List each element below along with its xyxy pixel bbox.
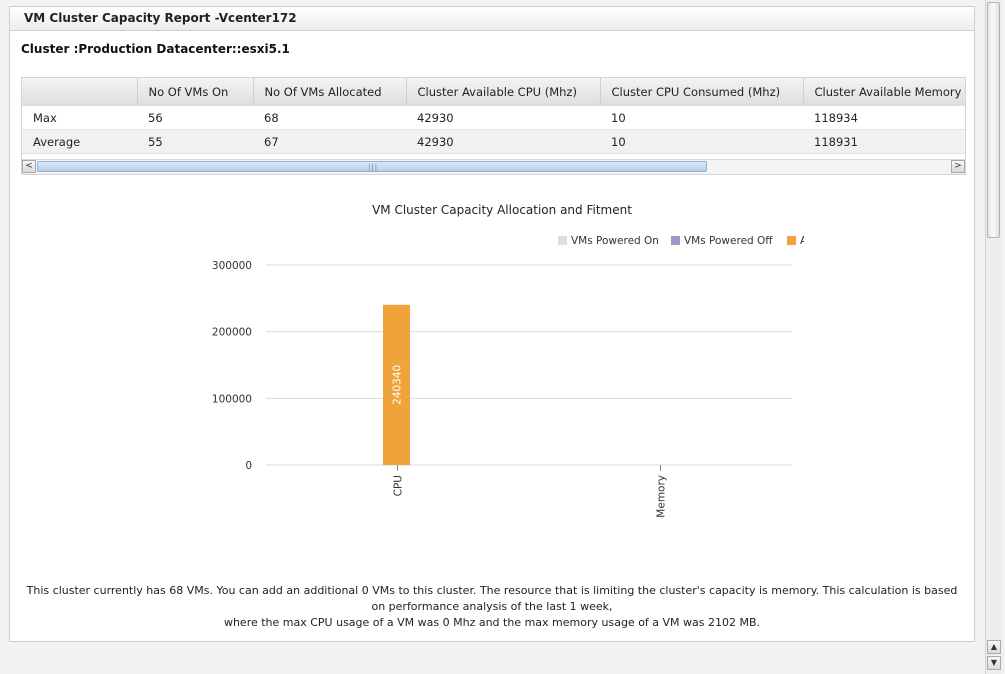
table-cell: 42930 [406, 129, 600, 154]
column-header-available-memory[interactable]: Cluster Available Memory [803, 78, 965, 106]
horizontal-scroll-thumb[interactable]: ||| [37, 161, 707, 172]
table-cell: 67 [253, 129, 406, 154]
scroll-down-button[interactable]: ▼ [987, 656, 1001, 670]
table-cell: 10 [600, 129, 803, 154]
summary-line-2: where the max CPU usage of a VM was 0 Mh… [223, 616, 761, 629]
table-row: Average 55 67 42930 10 118931 [22, 129, 965, 154]
table-cell: 55 [137, 129, 253, 154]
legend-label[interactable]: A [800, 235, 808, 247]
y-tick-label: 200000 [212, 327, 252, 339]
scroll-left-button[interactable]: < [22, 160, 36, 173]
page-vertical-scrollbar[interactable]: ▲ ▼ [985, 0, 1002, 674]
capacity-chart: VM Cluster Capacity Allocation and Fitme… [160, 187, 840, 567]
legend-label[interactable]: VMs Powered On [571, 235, 659, 247]
legend-swatch[interactable] [671, 236, 680, 245]
report-panel: VM Cluster Capacity Report -Vcenter172 C… [9, 6, 975, 642]
table-cell: 68 [253, 106, 406, 130]
table-cell: Max [22, 106, 137, 130]
capacity-table: No Of VMs On No Of VMs Allocated Cluster… [21, 77, 966, 175]
chart-title: VM Cluster Capacity Allocation and Fitme… [372, 203, 632, 217]
table-cell: Average [22, 129, 137, 154]
panel-title: VM Cluster Capacity Report -Vcenter172 [24, 11, 297, 25]
bar-cpu [383, 304, 410, 465]
scroll-right-button[interactable]: > [951, 160, 965, 173]
table-cell: 10 [600, 106, 803, 130]
table-header-row: No Of VMs On No Of VMs Allocated Cluster… [22, 78, 965, 106]
table-row: Max 56 68 42930 10 118934 [22, 106, 965, 130]
scroll-up-button[interactable]: ▲ [987, 640, 1001, 654]
table-cell: 42930 [406, 106, 600, 130]
scroll-grip: ||| [368, 163, 379, 171]
x-tick-label: Memory [656, 475, 668, 518]
cluster-label: Cluster :Production Datacenter::esxi5.1 [21, 42, 290, 56]
y-tick-label: 300000 [212, 260, 252, 272]
legend-label[interactable]: VMs Powered Off [684, 235, 773, 247]
summary-line-1: This cluster currently has 68 VMs. You c… [26, 584, 958, 613]
table-horizontal-scrollbar[interactable]: < ||| > [22, 159, 965, 174]
column-header-vms-on[interactable]: No Of VMs On [137, 78, 254, 106]
y-tick-label: 100000 [212, 393, 252, 405]
chart-svg: VM Cluster Capacity Allocation and Fitme… [212, 203, 808, 518]
legend-swatch[interactable] [558, 236, 567, 245]
legend-swatch[interactable] [787, 236, 796, 245]
bar-data-label: 240340 [392, 365, 404, 405]
x-tick-label: CPU [393, 475, 405, 496]
chart-legend: VMs Powered On VMs Powered Off A [558, 235, 808, 247]
column-header-cpu-consumed[interactable]: Cluster CPU Consumed (Mhz) [600, 78, 804, 106]
y-tick-label: 0 [245, 460, 252, 472]
table-cell: 118931 [803, 129, 965, 154]
capacity-summary: This cluster currently has 68 VMs. You c… [24, 583, 960, 631]
table-cell: 118934 [803, 106, 965, 130]
vertical-scroll-thumb[interactable] [987, 2, 1000, 238]
column-header[interactable] [22, 78, 138, 106]
column-header-vms-allocated[interactable]: No Of VMs Allocated [253, 78, 407, 106]
panel-header: VM Cluster Capacity Report -Vcenter172 [10, 7, 974, 31]
column-header-available-cpu[interactable]: Cluster Available CPU (Mhz) [406, 78, 601, 106]
table-cell: 56 [137, 106, 253, 130]
